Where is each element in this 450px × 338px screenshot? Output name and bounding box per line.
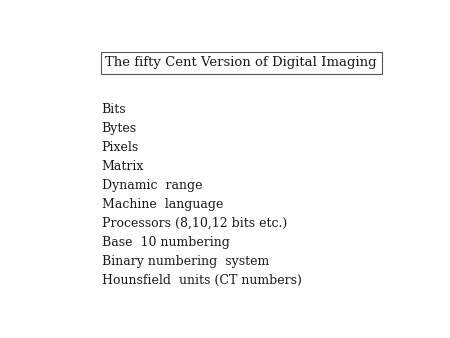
Text: Pixels: Pixels [102,141,139,154]
Text: Matrix: Matrix [102,160,144,173]
Text: The fifty Cent Version of Digital Imaging: The fifty Cent Version of Digital Imagin… [105,56,377,69]
Text: Hounsfield  units (CT numbers): Hounsfield units (CT numbers) [102,274,302,287]
Text: Bits: Bits [102,103,126,116]
Text: Processors (8,10,12 bits etc.): Processors (8,10,12 bits etc.) [102,217,287,230]
Text: Bytes: Bytes [102,122,137,135]
Text: Base  10 numbering: Base 10 numbering [102,236,230,249]
Text: Machine  language: Machine language [102,198,223,211]
Text: Dynamic  range: Dynamic range [102,179,202,192]
Text: Binary numbering  system: Binary numbering system [102,255,269,268]
